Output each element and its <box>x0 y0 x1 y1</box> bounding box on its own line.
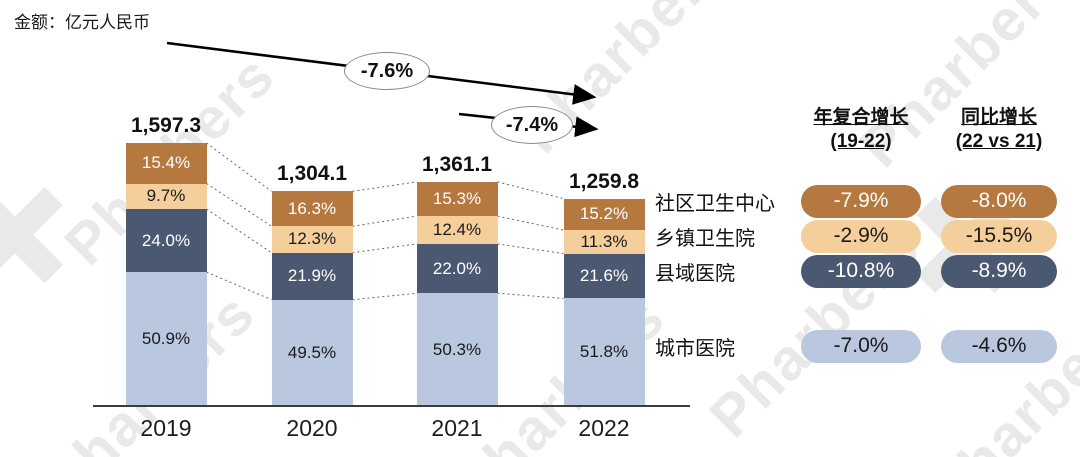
year-label: 2020 <box>286 415 338 441</box>
growth-panel: 年复合增长 (19-22) 同比增长 (22 vs 21) 社区卫生中心 -7.9… <box>655 106 1069 365</box>
trend-arrow-label-1: -7.6% <box>344 52 430 90</box>
bar-total-label: 1,597.3 <box>130 114 202 137</box>
series-label: 城市医院 <box>655 337 735 360</box>
bar-segment: 51.8% <box>563 298 645 406</box>
bar-2019: 15.4% 9.7% 24.0% 50.9% <box>125 143 207 406</box>
cagr-pill: -7.9% <box>801 184 921 218</box>
bar-segment: 22.0% <box>416 243 498 294</box>
bar-2020: 16.3% 12.3% 21.9% 49.5% <box>271 191 353 406</box>
yoy-pill: -4.6% <box>941 329 1057 363</box>
yoy-header-title: 同比增长 <box>960 107 1037 128</box>
bar-total-label: 1,304.1 <box>276 162 348 186</box>
bar-2022: 15.2% 11.3% 21.6% 51.8% <box>563 198 645 406</box>
bar-2021: 15.3% 12.4% 22.0% 50.3% <box>416 181 498 406</box>
growth-row: 城市医院 -7.0% -4.6% <box>655 329 1069 363</box>
growth-row: 社区卫生中心 -7.9% -8.0% <box>655 184 1069 218</box>
year-label: 2021 <box>431 415 483 441</box>
segment-connector-lines <box>206 142 564 301</box>
yoy-pill: -15.5% <box>941 219 1057 253</box>
yoy-header-subtitle: (22 vs 21) <box>955 131 1043 153</box>
yoy-pill: -8.9% <box>941 254 1057 288</box>
cagr-column-header: 年复合增长 (19-22) <box>801 106 921 155</box>
unit-label: 金额：亿元人民币 <box>14 13 150 32</box>
year-label: 2022 <box>578 415 630 441</box>
growth-row: 县域医院 -10.8% -8.9% <box>655 254 1069 288</box>
bar-segment: 9.7% <box>125 183 207 209</box>
growth-row: 乡镇卫生院 -2.9% -15.5% <box>655 219 1069 253</box>
cagr-header-subtitle: (19-22) <box>830 131 892 153</box>
bar-segment: 50.3% <box>416 293 498 406</box>
bar-segment: 16.3% <box>271 191 353 227</box>
bar-segment: 15.3% <box>416 181 498 217</box>
bar-segment: 11.3% <box>563 230 645 254</box>
bar-segment: 12.3% <box>271 226 353 253</box>
series-label: 县域医院 <box>655 262 735 285</box>
bar-segment: 24.0% <box>125 209 207 273</box>
x-axis <box>93 405 690 407</box>
trend-arrow-label-2: -7.4% <box>491 106 573 144</box>
cagr-pill: -2.9% <box>801 219 921 253</box>
bar-total-label: 1,361.1 <box>421 152 493 176</box>
year-label: 2019 <box>140 415 192 441</box>
bar-segment: 21.9% <box>271 252 353 300</box>
growth-rows: 社区卫生中心 -7.9% -8.0% 乡镇卫生院 -2.9% -15.5% 县域医院 -10.… <box>655 184 1069 363</box>
bar-segment: 15.2% <box>563 198 645 231</box>
yoy-column-header: 同比增长 (22 vs 21) <box>941 106 1057 155</box>
bar-segment: 12.4% <box>416 216 498 244</box>
yoy-pill: -8.0% <box>941 184 1057 218</box>
cagr-pill: -10.8% <box>801 254 921 288</box>
bar-segment: 21.6% <box>563 253 645 299</box>
bar-segment: 49.5% <box>271 299 353 406</box>
growth-panel-header: 年复合增长 (19-22) 同比增长 (22 vs 21) <box>655 106 1069 155</box>
cagr-pill: -7.0% <box>801 329 921 363</box>
bar-segment: 50.9% <box>125 272 207 406</box>
cagr-header-title: 年复合增长 <box>813 107 909 128</box>
series-label: 乡镇卫生院 <box>655 227 755 250</box>
series-label: 社区卫生中心 <box>655 192 775 215</box>
bar-segment: 15.4% <box>125 143 207 184</box>
bar-total-label: 1,259.8 <box>568 169 640 193</box>
